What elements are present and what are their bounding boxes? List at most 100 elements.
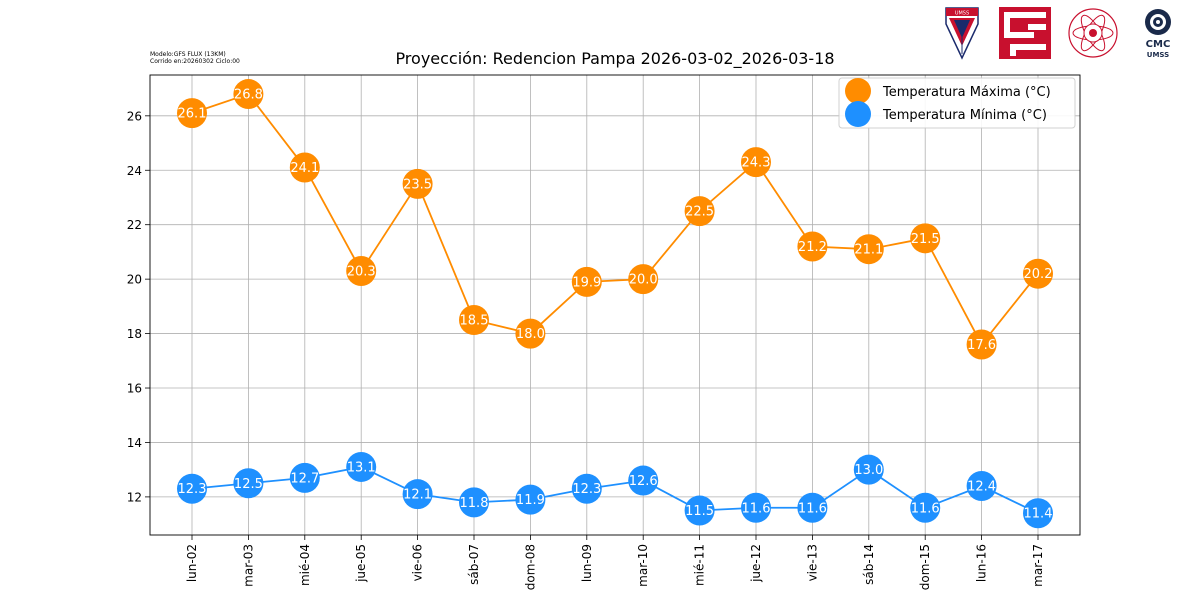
min-temp-point: [402, 479, 433, 510]
max-temp-point: [797, 231, 828, 262]
max-temp-label: 21.5: [911, 232, 940, 247]
x-tick-label: mar-10: [636, 544, 650, 587]
max-temp-point: [346, 255, 377, 286]
y-tick-label: 26: [127, 109, 142, 123]
max-temp-label: 26.1: [178, 107, 207, 122]
max-temp-label: 24.1: [290, 161, 319, 176]
plot-frame: [149, 74, 1081, 536]
x-tick-label: jue-12: [749, 544, 763, 583]
legend-min-marker: [845, 101, 871, 127]
min-temp-label: 13.1: [347, 460, 376, 475]
y-tick-label: 20: [127, 273, 142, 287]
x-tick-label: sáb-14: [862, 544, 876, 585]
x-tick-label: lun-16: [975, 544, 989, 582]
max-temp-point: [741, 147, 771, 178]
max-temp-point: [289, 152, 320, 183]
min-temp-label: 11.6: [798, 501, 827, 516]
min-temp-point: [741, 492, 771, 523]
y-tick-label: 24: [127, 164, 142, 178]
max-temp-point: [853, 234, 884, 265]
min-temp-point: [289, 462, 320, 493]
x-tick-label: mié-11: [693, 544, 707, 586]
min-temp-point: [966, 471, 997, 502]
max-temp-label: 23.5: [403, 177, 432, 192]
max-temp-label: 19.9: [572, 275, 601, 290]
min-temp-label: 12.6: [629, 474, 658, 489]
min-temp-label: 12.3: [178, 482, 207, 497]
max-temp-point: [402, 168, 433, 199]
x-tick-label: lun-02: [185, 544, 199, 582]
max-temp-label: 20.2: [1024, 267, 1053, 282]
max-temp-point: [459, 304, 489, 335]
max-temp-point: [628, 264, 659, 295]
y-tick-label: 14: [127, 436, 142, 450]
min-temp-label: 12.7: [290, 471, 319, 486]
legend-box: [838, 77, 1076, 129]
max-temp-label: 20.3: [347, 264, 376, 279]
max-temp-label: 26.8: [234, 88, 263, 103]
x-tick-label: vie-13: [805, 544, 819, 581]
max-temp-label: 21.1: [854, 243, 883, 258]
series-layer: 26.1 26.8 24.1 20.3 23.5 18.5 18.0 19.9 20.0 22.5…: [177, 79, 1053, 529]
min-temp-point: [853, 454, 884, 485]
chart-title: Proyección: Redencion Pampa 2026-03-02_2…: [395, 49, 834, 69]
x-tick-label: mar-17: [1031, 544, 1045, 587]
x-tick-label: dom-15: [918, 544, 932, 590]
x-tick-label: mar-03: [241, 544, 255, 587]
logo-strip: UMSS CMC UMSS: [940, 6, 1190, 62]
model-line: Modelo:GFS FLUX (13KM): [150, 51, 226, 58]
min-temp-point: [459, 487, 489, 518]
min-temp-label: 12.4: [967, 480, 996, 495]
cmc-logo-subtext: UMSS: [1147, 51, 1169, 59]
min-temp-point: [910, 492, 941, 523]
y-tick-label: 16: [127, 382, 142, 396]
legend: Temperatura Máxima (°C) Temperatura Mínim…: [838, 77, 1076, 129]
legend-min-label: Temperatura Mínima (°C): [882, 108, 1047, 123]
min-temp-point: [571, 473, 602, 504]
legend-max-label: Temperatura Máxima (°C): [882, 85, 1051, 100]
y-tick-label: 22: [127, 218, 142, 232]
min-temp-point: [797, 492, 828, 523]
min-temp-line: [191, 466, 1039, 515]
max-temp-line: [191, 92, 1039, 347]
max-temp-label: 17.6: [967, 338, 996, 353]
min-temp-label: 11.6: [742, 501, 771, 516]
max-temp-point: [966, 329, 997, 360]
max-temp-point: [233, 79, 264, 110]
umss-logo-text: UMSS: [955, 11, 969, 17]
max-temp-point: [515, 318, 546, 349]
seal-logo: [1068, 8, 1118, 58]
axes-layer: lun-02 mar-03 mié-04 jue-05 vie-06 sáb-07 dom-…: [127, 74, 1081, 590]
min-temp-point: [346, 451, 377, 482]
max-temp-label: 20.0: [629, 273, 658, 288]
max-temp-point: [1023, 258, 1053, 289]
max-temp-point: [177, 98, 207, 129]
min-temp-label: 11.8: [460, 496, 489, 511]
min-temp-point: [515, 484, 546, 515]
x-tick-label: lun-09: [580, 544, 594, 582]
x-tick-label: sáb-07: [467, 544, 481, 585]
x-tick-label: jue-05: [354, 544, 368, 583]
y-tick-label: 18: [127, 327, 142, 341]
max-temp-label: 22.5: [685, 205, 714, 220]
min-temp-point: [1023, 498, 1053, 529]
min-temp-label: 12.5: [234, 477, 263, 492]
max-temp-point: [571, 266, 602, 297]
min-temp-label: 11.5: [685, 504, 714, 519]
min-temp-point: [684, 495, 715, 526]
legend-max-marker: [845, 78, 871, 104]
max-temp-label: 18.5: [460, 313, 489, 328]
min-temp-point: [233, 468, 264, 499]
min-temp-label: 13.0: [854, 463, 883, 478]
run-line: Corrido en:20260302 Ciclo:00: [150, 58, 240, 65]
max-temp-label: 18.0: [516, 327, 545, 342]
max-temp-point: [910, 223, 941, 254]
max-temp-label: 24.3: [742, 156, 771, 171]
model-note: Modelo:GFS FLUX (13KM) Corrido en:202603…: [150, 51, 240, 65]
faculty-red-logo: [999, 7, 1051, 59]
min-temp-point: [628, 465, 659, 496]
min-temp-label: 12.1: [403, 488, 432, 503]
x-tick-label: dom-08: [523, 544, 537, 590]
x-tick-label: mié-04: [298, 544, 312, 586]
